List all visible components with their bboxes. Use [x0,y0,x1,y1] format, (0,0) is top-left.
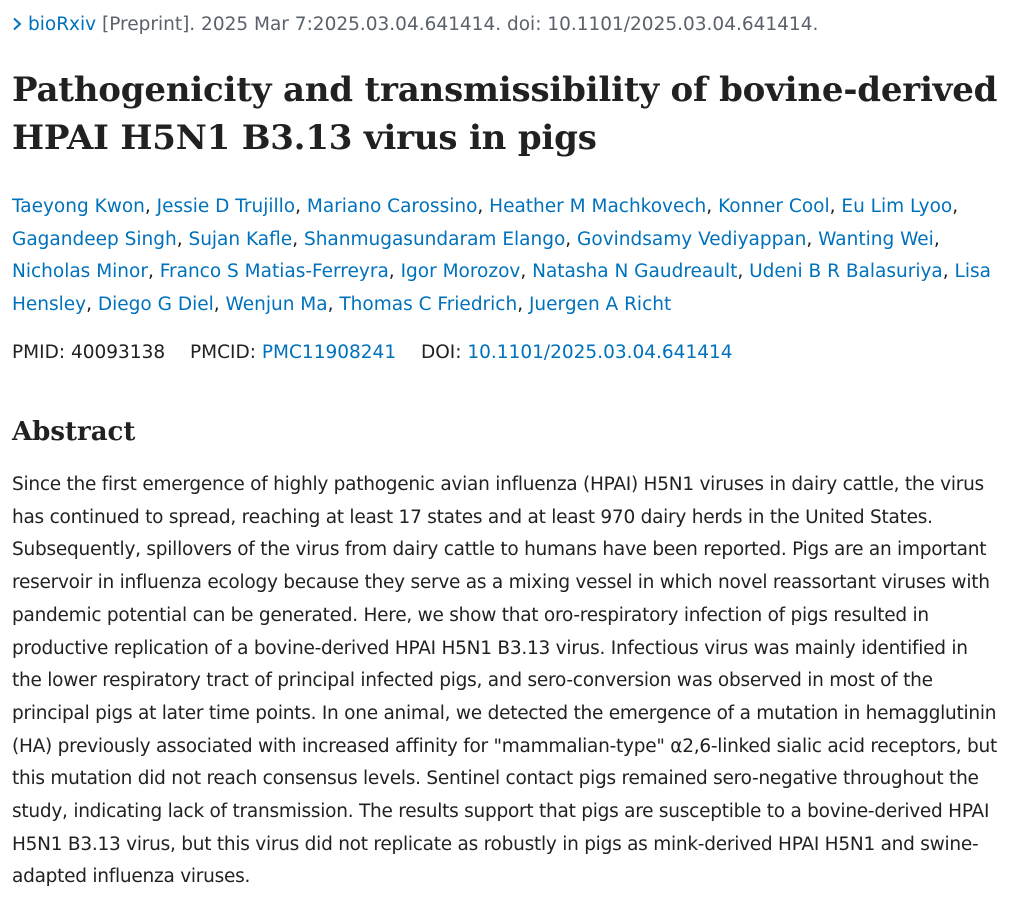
author-link[interactable]: Udeni B R Balasuriya [749,261,943,283]
author-separator: , [86,294,98,316]
author-link[interactable]: Sujan Kafle [188,228,293,250]
author-link[interactable]: Nicholas Minor [12,261,148,283]
author-link[interactable]: Franco S Matias-Ferreyra [159,261,389,283]
author-link[interactable]: Heather M Machkovech [489,196,707,217]
author-separator: , [327,294,340,316]
author-separator: , [388,261,401,283]
author-link[interactable]: Konner Cool [718,196,830,217]
author-separator: , [213,294,226,316]
author-separator: , [933,228,940,250]
author-separator: , [517,294,529,316]
author-separator: , [176,228,189,250]
pmcid-label: PMCID: [190,342,256,363]
author-separator: , [829,196,842,217]
author-link[interactable]: Igor Morozov [400,261,521,283]
author-link[interactable]: Eu Lim Lyoo [841,196,953,217]
pmcid-link[interactable]: PMC11908241 [261,342,397,363]
author-link[interactable]: Taeyong Kwon [12,196,145,217]
author-separator: , [806,228,819,250]
author-separator: , [706,196,719,217]
journal-link[interactable]: bioRxiv [28,14,97,35]
author-link[interactable]: Diego G Diel [97,294,214,316]
author-separator: , [292,228,304,250]
author-separator: , [147,261,160,283]
citation-line: bioRxiv [Preprint]. 2025 Mar 7:2025.03.0… [12,12,818,38]
chevron-right-icon[interactable] [12,12,28,38]
author-separator: , [942,261,955,283]
author-separator: , [295,196,307,217]
author-link[interactable]: Natasha N Gaudreault [532,261,738,283]
pmid-value: 40093138 [70,342,166,363]
author-link[interactable]: Shanmugasundaram Elango [303,228,566,250]
author-separator: , [144,196,157,217]
author-link[interactable]: Thomas C Friedrich [339,294,518,316]
author-separator: , [952,196,959,217]
author-separator: , [477,196,490,217]
author-link[interactable]: Wenjun Ma [225,294,328,316]
author-separator: , [520,261,533,283]
author-link[interactable]: Govindsamy Vediyappan [577,228,807,250]
author-list: Taeyong Kwon, Jessie D Trujillo, Mariano… [12,191,1012,322]
author-link[interactable]: Juergen A Richt [528,294,672,316]
author-link[interactable]: Mariano Carossino [306,196,478,217]
author-separator: , [737,261,750,283]
article-identifiers: PMID: 40093138 PMCID: PMC11908241 DOI: 1… [12,339,733,367]
citation-details: [Preprint]. 2025 Mar 7:2025.03.04.641414… [96,14,819,35]
abstract-text: Since the first emergence of highly path… [12,474,998,888]
author-link[interactable]: Wanting Wei [818,228,934,250]
doi-label: DOI: [420,342,462,363]
article-title: Pathogenicity and transmissibility of bo… [12,70,998,158]
abstract-heading: Abstract [12,417,136,447]
author-separator: , [565,228,578,250]
author-link[interactable]: Gagandeep Singh [12,228,177,250]
doi-link[interactable]: 10.1101/2025.03.04.641414 [467,342,733,363]
author-link[interactable]: Jessie D Trujillo [156,196,296,217]
pmid-label: PMID: [12,342,66,363]
author-link[interactable]: Lisa Hensley [12,261,991,316]
